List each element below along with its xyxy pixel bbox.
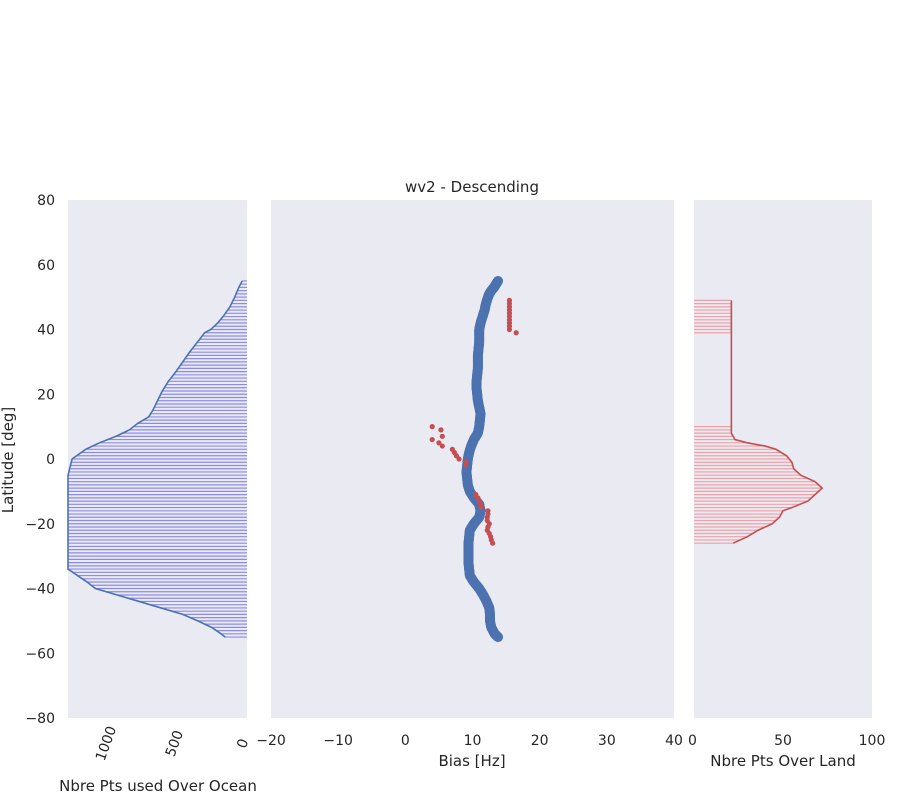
bias-x-tick-label: 10	[464, 733, 482, 749]
latitude-axis-label: Latitude [deg]	[0, 407, 17, 513]
latitude-tick-label: −80	[25, 711, 55, 727]
land-x-tick-label: 100	[859, 733, 886, 749]
land-bias-point	[506, 326, 513, 333]
chart-title: wv2 - Descending	[405, 178, 539, 196]
latitude-tick-label: −20	[25, 517, 55, 533]
land-x-tick-label: 0	[688, 733, 697, 749]
land-bias-point	[438, 427, 444, 433]
land-x-tick-label: 50	[774, 733, 792, 749]
bias-x-tick-label: −20	[256, 733, 286, 749]
land-bias-point	[463, 462, 469, 469]
bias-x-tick-label: −10	[323, 733, 353, 749]
land-bias-point	[513, 330, 519, 336]
bias-scatter-panel: −20 −10 0 10 20 30 40 Bias [Hz]	[256, 200, 683, 770]
land-bias-point	[439, 443, 445, 449]
latitude-tick-label: 0	[46, 452, 55, 468]
latitude-tick-label: −40	[25, 582, 55, 598]
latitude-tick-label: 40	[37, 323, 55, 339]
land-bias-point	[429, 424, 435, 430]
ocean-x-axis-label: Nbre Pts used Over Ocean	[59, 777, 257, 795]
land-bias-point	[436, 440, 442, 446]
land-count-line	[730, 300, 824, 544]
land-bias-point	[478, 504, 484, 511]
land-bias-point	[429, 436, 435, 443]
land-x-axis-label: Nbre Pts Over Land	[710, 752, 856, 770]
land-bias-point	[490, 540, 496, 546]
latitude-tick-label: 80	[37, 193, 55, 209]
bias-x-tick-label: 20	[531, 733, 549, 749]
bias-x-ticks: −20 −10 0 10 20 30 40	[256, 733, 683, 749]
ocean-count-line	[67, 280, 243, 638]
land-x-ticks: 0 50 100	[688, 733, 885, 749]
latitude-ticks: 80 60 40 20 0 −20 −40 −60 −80	[25, 193, 55, 727]
bias-x-tick-label: 40	[665, 733, 683, 749]
bias-x-tick-label: 30	[598, 733, 616, 749]
land-bias-point	[456, 456, 462, 462]
ocean-histogram-marks	[67, 280, 247, 638]
ocean-bias-point	[493, 632, 504, 643]
latitude-tick-label: −60	[25, 646, 55, 662]
bias-x-tick-label: 0	[401, 733, 410, 749]
land-histogram-marks	[694, 299, 824, 544]
latitude-tick-label: 60	[37, 258, 55, 274]
latitude-tick-label: 20	[37, 387, 55, 403]
bias-x-axis-label: Bias [Hz]	[438, 752, 505, 770]
land-bias-point	[439, 433, 445, 439]
land-histogram-panel: 0 50 100 Nbre Pts Over Land	[688, 200, 885, 770]
bias-scatter-marks	[429, 275, 519, 643]
